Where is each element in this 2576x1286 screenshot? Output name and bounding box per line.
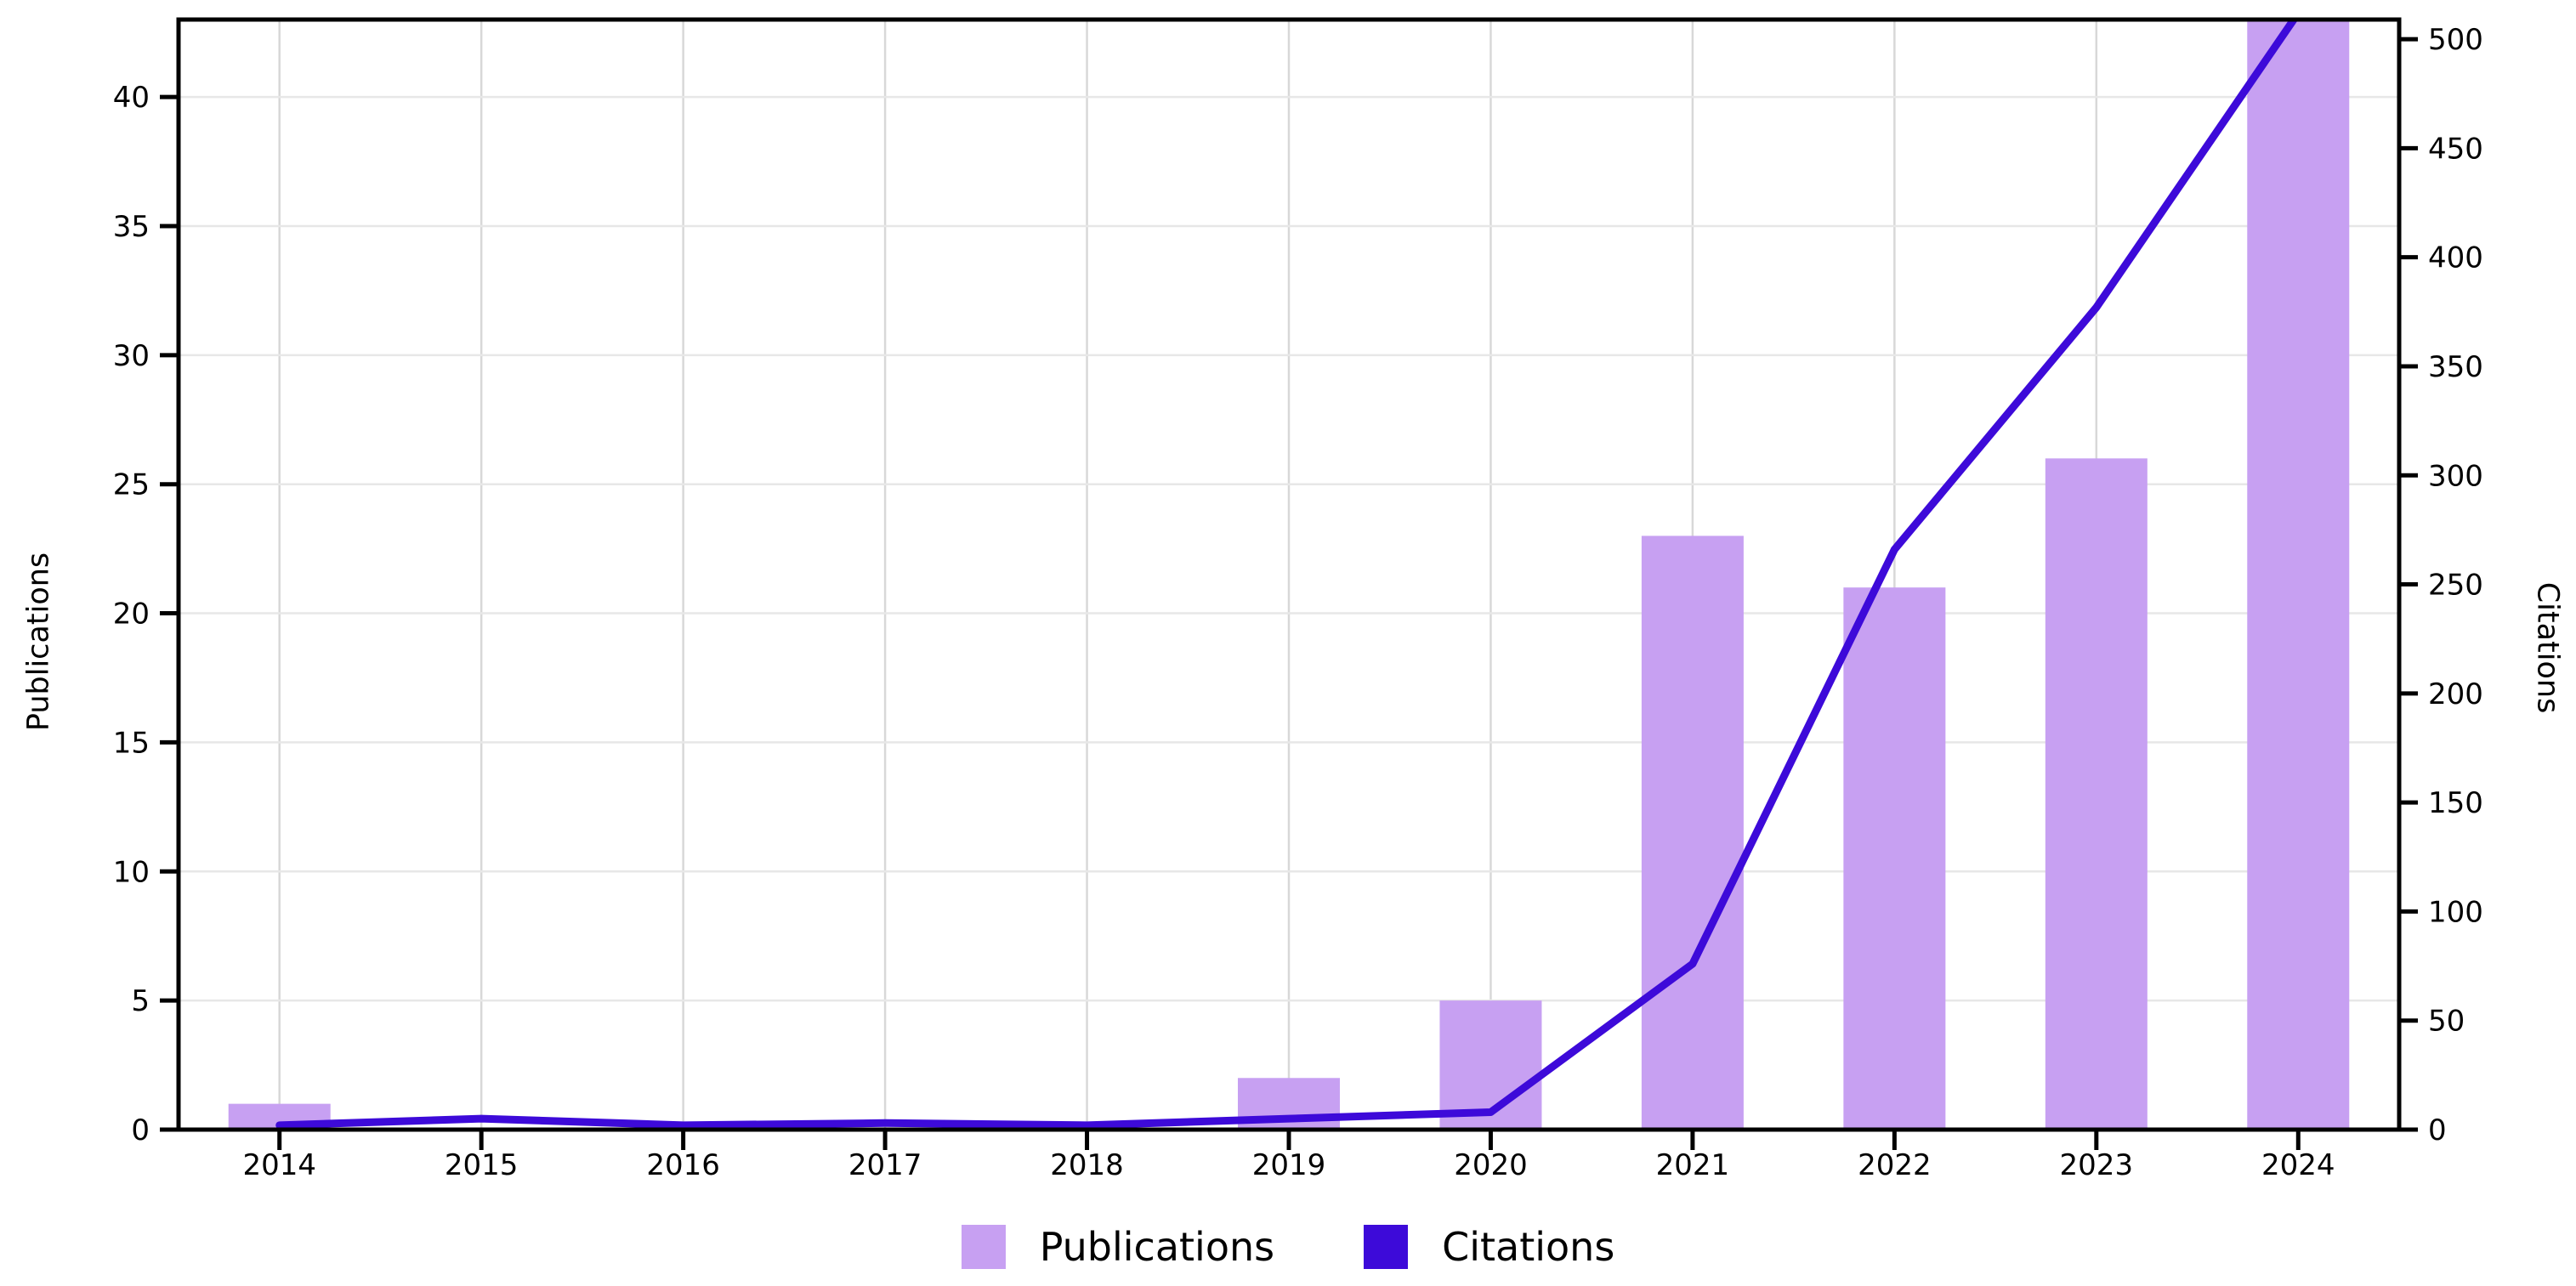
y-left-tick-label: 15 <box>113 726 150 760</box>
bar-2024 <box>2247 20 2350 1130</box>
x-tick-label: 2015 <box>445 1148 519 1182</box>
y-right-tick-label: 200 <box>2428 677 2483 711</box>
y-right-tick-label: 50 <box>2428 1005 2465 1039</box>
y-right-tick-label: 500 <box>2428 23 2483 57</box>
y-right-tick-label: 250 <box>2428 569 2483 603</box>
x-tick-label: 2019 <box>1252 1148 1326 1182</box>
x-tick-label: 2021 <box>1656 1148 1730 1182</box>
citations-line <box>275 20 2299 1130</box>
x-tick-label: 2016 <box>646 1148 720 1182</box>
y-right-tick-label: 350 <box>2428 350 2483 384</box>
x-tick-label: 2022 <box>1858 1148 1932 1182</box>
x-tick-label: 2024 <box>2261 1148 2335 1182</box>
x-tick-label: 2023 <box>2060 1148 2134 1182</box>
y-right-tick-label: 150 <box>2428 786 2483 820</box>
x-tick-label: 2020 <box>1454 1148 1528 1182</box>
x-tick-label: 2017 <box>848 1148 922 1182</box>
y-right-tick-label: 450 <box>2428 132 2483 166</box>
x-tick-label: 2014 <box>242 1148 316 1182</box>
y-left-tick-label: 35 <box>113 210 150 244</box>
publications-swatch <box>961 1225 1006 1269</box>
y-left-tick-label: 40 <box>113 81 150 115</box>
y-right-tick-label: 300 <box>2428 459 2483 493</box>
y-left-tick-label: 30 <box>113 339 150 373</box>
left-axis-title: Publications <box>21 552 56 732</box>
citations-swatch <box>1364 1225 1409 1269</box>
y-left-tick-label: 5 <box>131 984 150 1018</box>
y-left-tick-label: 0 <box>131 1113 150 1147</box>
y-left-tick-label: 20 <box>113 598 150 632</box>
bar-2023 <box>2045 458 2148 1130</box>
legend-label-publications: Publications <box>1039 1224 1275 1270</box>
right-axis-title: Citations <box>2530 581 2565 714</box>
y-left-tick-label: 25 <box>113 468 150 502</box>
legend-label-citations: Citations <box>1442 1224 1615 1270</box>
y-right-tick-label: 0 <box>2428 1113 2447 1147</box>
legend-item-citations: Citations <box>1364 1225 1614 1269</box>
legend-item-publications: Publications <box>961 1224 1275 1270</box>
x-tick-label: 2018 <box>1050 1148 1124 1182</box>
legend: Publications Citations <box>0 1225 2576 1269</box>
y-right-tick-label: 400 <box>2428 241 2483 275</box>
bar-2021 <box>1641 535 1744 1130</box>
bar-2022 <box>1843 587 1946 1130</box>
y-left-tick-label: 10 <box>113 855 150 889</box>
y-right-tick-label: 100 <box>2428 895 2483 929</box>
